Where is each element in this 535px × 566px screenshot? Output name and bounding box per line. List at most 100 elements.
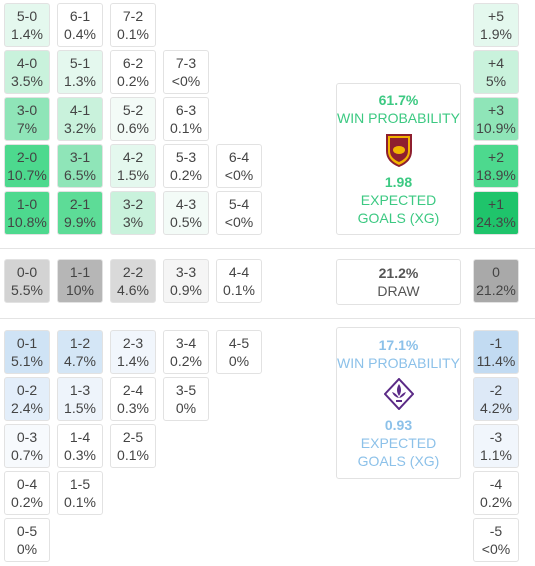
- cell-pct: 1.5%: [64, 400, 96, 416]
- cell-label: 4-4: [228, 264, 250, 280]
- cell-label: 3-0: [16, 102, 38, 118]
- cell-pct: 10%: [65, 282, 95, 298]
- cell-pct: 1.5%: [117, 167, 149, 183]
- cell-label: 1-0: [16, 196, 38, 212]
- cell-pct: 3.2%: [64, 120, 96, 136]
- cell-pct: 0.4%: [64, 26, 96, 42]
- score-cell: 7-2 0.1%: [110, 3, 156, 47]
- cell-label: 3-4: [175, 335, 197, 351]
- cell-pct: 0%: [16, 541, 38, 557]
- score-cell: 2-4 0.3%: [110, 377, 156, 421]
- cell-label: 5-0: [16, 8, 38, 24]
- score-cell: 3-0 7%: [4, 97, 50, 141]
- score-cell: 0-5 0%: [4, 518, 50, 562]
- cell-label: 4-0: [16, 55, 38, 71]
- score-cell: 1-1 10%: [57, 259, 103, 303]
- cell-label: 4-2: [122, 149, 144, 165]
- cell-pct: 1.1%: [480, 447, 512, 463]
- score-cell: 6-4 <0%: [216, 144, 262, 188]
- xg: 0.93: [384, 417, 413, 433]
- cell-label: -2: [489, 382, 503, 398]
- cell-label: 7-2: [122, 8, 144, 24]
- cell-label: 1-3: [69, 382, 91, 398]
- score-cell: 4-0 3.5%: [4, 50, 50, 94]
- cell-pct: 0.2%: [11, 494, 43, 510]
- score-cell: 3-2 3%: [110, 191, 156, 235]
- cell-pct: 18.9%: [476, 167, 516, 183]
- score-cell: 1-4 0.3%: [57, 424, 103, 468]
- cell-label: 2-2: [122, 264, 144, 280]
- cell-label: 5-2: [122, 102, 144, 118]
- score-cell: 1-5 0.1%: [57, 471, 103, 515]
- xg-label: EXPECTED GOALS (XG): [357, 192, 440, 226]
- cell-pct: 3%: [122, 214, 144, 230]
- cell-label: 6-2: [122, 55, 144, 71]
- cell-pct: 0.1%: [117, 26, 149, 42]
- score-cell: 4-4 0.1%: [216, 259, 262, 303]
- cell-pct: <0%: [171, 73, 201, 89]
- cell-pct: 7%: [16, 120, 38, 136]
- cell-pct: 0.5%: [170, 214, 202, 230]
- cell-label: 0-4: [16, 476, 38, 492]
- cell-pct: 0.3%: [117, 400, 149, 416]
- cell-pct: <0%: [481, 541, 511, 557]
- score-cell: +5 1.9%: [473, 3, 519, 47]
- score-cell: 4-5 0%: [216, 330, 262, 374]
- score-cell: 7-3 <0%: [163, 50, 209, 94]
- cell-pct: 4.7%: [64, 353, 96, 369]
- cell-label: 4-3: [175, 196, 197, 212]
- score-cell: 3-5 0%: [163, 377, 209, 421]
- cell-pct: 10.9%: [476, 120, 516, 136]
- score-cell: 1-2 4.7%: [57, 330, 103, 374]
- score-cell: 0-4 0.2%: [4, 471, 50, 515]
- draw-pct: 21.2%: [378, 265, 419, 281]
- cell-label: 7-3: [175, 55, 197, 71]
- score-cell: 5-3 0.2%: [163, 144, 209, 188]
- cell-label: 6-4: [228, 149, 250, 165]
- score-cell: -2 4.2%: [473, 377, 519, 421]
- cell-label: -1: [489, 335, 503, 351]
- score-cell: 3-3 0.9%: [163, 259, 209, 303]
- score-cell: 0-2 2.4%: [4, 377, 50, 421]
- cell-pct: 5.5%: [11, 282, 43, 298]
- cell-label: 0-1: [16, 335, 38, 351]
- score-cell: 2-5 0.1%: [110, 424, 156, 468]
- cell-label: 5-4: [228, 196, 250, 212]
- score-cell: -4 0.2%: [473, 471, 519, 515]
- score-cell: 0-0 5.5%: [4, 259, 50, 303]
- score-cell: 4-2 1.5%: [110, 144, 156, 188]
- cell-label: 6-1: [69, 8, 91, 24]
- score-cell: 6-3 0.1%: [163, 97, 209, 141]
- score-cell: -5 <0%: [473, 518, 519, 562]
- divider: [0, 248, 535, 249]
- cell-label: 4-1: [69, 102, 91, 118]
- cell-pct: 0.1%: [223, 282, 255, 298]
- xg: 1.98: [384, 174, 413, 190]
- score-cell: 4-1 3.2%: [57, 97, 103, 141]
- cell-label: -5: [489, 523, 503, 539]
- score-cell: 0-1 5.1%: [4, 330, 50, 374]
- score-cell: 1-0 10.8%: [4, 191, 50, 235]
- win-pct: 17.1%: [378, 337, 419, 353]
- xg-label: EXPECTED GOALS (XG): [357, 435, 440, 469]
- cell-label: 3-2: [122, 196, 144, 212]
- score-cell: 2-1 9.9%: [57, 191, 103, 235]
- score-cell: 5-2 0.6%: [110, 97, 156, 141]
- cell-pct: 0.9%: [170, 282, 202, 298]
- cell-label: +1: [488, 196, 504, 212]
- score-cell: 2-3 1.4%: [110, 330, 156, 374]
- cell-label: +2: [488, 149, 504, 165]
- cell-pct: 0.1%: [170, 120, 202, 136]
- cell-pct: 2.4%: [11, 400, 43, 416]
- cell-pct: 0.2%: [170, 353, 202, 369]
- cell-pct: 11.4%: [476, 353, 516, 369]
- draw-panel: 21.2% DRAW: [336, 259, 461, 305]
- score-cell: 2-0 10.7%: [4, 144, 50, 188]
- cell-label: 0-3: [16, 429, 38, 445]
- cell-label: 0-2: [16, 382, 38, 398]
- cell-pct: 0%: [175, 400, 197, 416]
- score-cell: +1 24.3%: [473, 191, 519, 235]
- home-panel: 61.7% WIN PROBABILITY 1.98 EXPECTED GOAL…: [336, 83, 461, 235]
- score-cell: 6-2 0.2%: [110, 50, 156, 94]
